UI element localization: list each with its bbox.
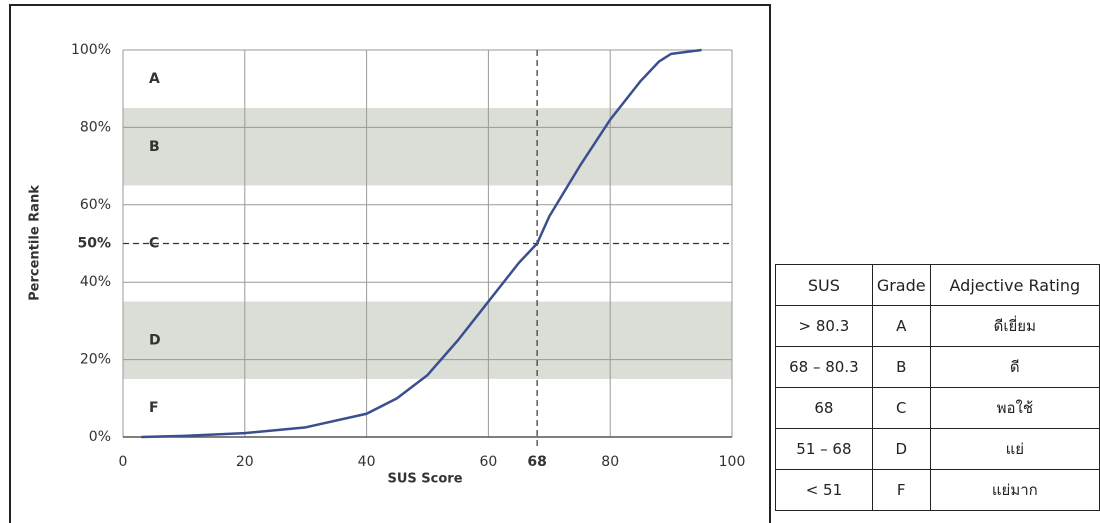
page: {"chart_data": {"type": "line", "xlabel"… bbox=[0, 0, 1100, 523]
x-tick-label: 40 bbox=[358, 454, 376, 470]
table-cell: > 80.3 bbox=[776, 306, 873, 347]
x-tick-label: 80 bbox=[601, 454, 619, 470]
header-cell: SUS bbox=[776, 265, 873, 306]
grade-label: D bbox=[149, 332, 161, 348]
y-tick-label: 60% bbox=[80, 197, 111, 213]
chart: Percentile Rank SUS Score ABCDF0%20%40%5… bbox=[0, 0, 775, 523]
x-tick-label: 60 bbox=[479, 454, 497, 470]
x-tick-label: 0 bbox=[119, 454, 128, 470]
y-tick-label: 0% bbox=[89, 429, 111, 445]
x-tick-label: 68 bbox=[527, 454, 546, 470]
table-cell: < 51 bbox=[776, 470, 873, 511]
table-cell: แย่ bbox=[930, 429, 1099, 470]
y-axis-title: Percentile Rank bbox=[28, 185, 43, 301]
grade-label: F bbox=[149, 400, 159, 416]
table-cell: 68 bbox=[776, 388, 873, 429]
header-cell: Grade bbox=[872, 265, 930, 306]
table-cell: ดีเยี่ยม bbox=[930, 306, 1099, 347]
table-cell: A bbox=[872, 306, 930, 347]
grade-label: A bbox=[149, 71, 160, 87]
x-tick-label: 100 bbox=[719, 454, 746, 470]
y-tick-label: 40% bbox=[80, 274, 111, 290]
table-cell: C bbox=[872, 388, 930, 429]
y-tick-label: 20% bbox=[80, 352, 111, 368]
table-cell: F bbox=[872, 470, 930, 511]
table-cell: 51 – 68 bbox=[776, 429, 873, 470]
y-tick-label: 50% bbox=[77, 236, 111, 252]
grade-label: B bbox=[149, 139, 160, 155]
chart-frame bbox=[10, 5, 770, 523]
y-tick-label: 80% bbox=[80, 119, 111, 135]
header-cell: Adjective Rating bbox=[930, 265, 1099, 306]
x-tick-label: 20 bbox=[236, 454, 254, 470]
grade-band bbox=[123, 108, 732, 185]
table-cell: B bbox=[872, 347, 930, 388]
table-cell: แย่มาก bbox=[930, 470, 1099, 511]
x-axis-title: SUS Score bbox=[387, 472, 462, 487]
table-cell: ดี bbox=[930, 347, 1099, 388]
y-tick-label: 100% bbox=[71, 42, 111, 58]
table-cell: พอใช้ bbox=[930, 388, 1099, 429]
table-cell: D bbox=[872, 429, 930, 470]
table-cell: 68 – 80.3 bbox=[776, 347, 873, 388]
grade-band bbox=[123, 302, 732, 379]
